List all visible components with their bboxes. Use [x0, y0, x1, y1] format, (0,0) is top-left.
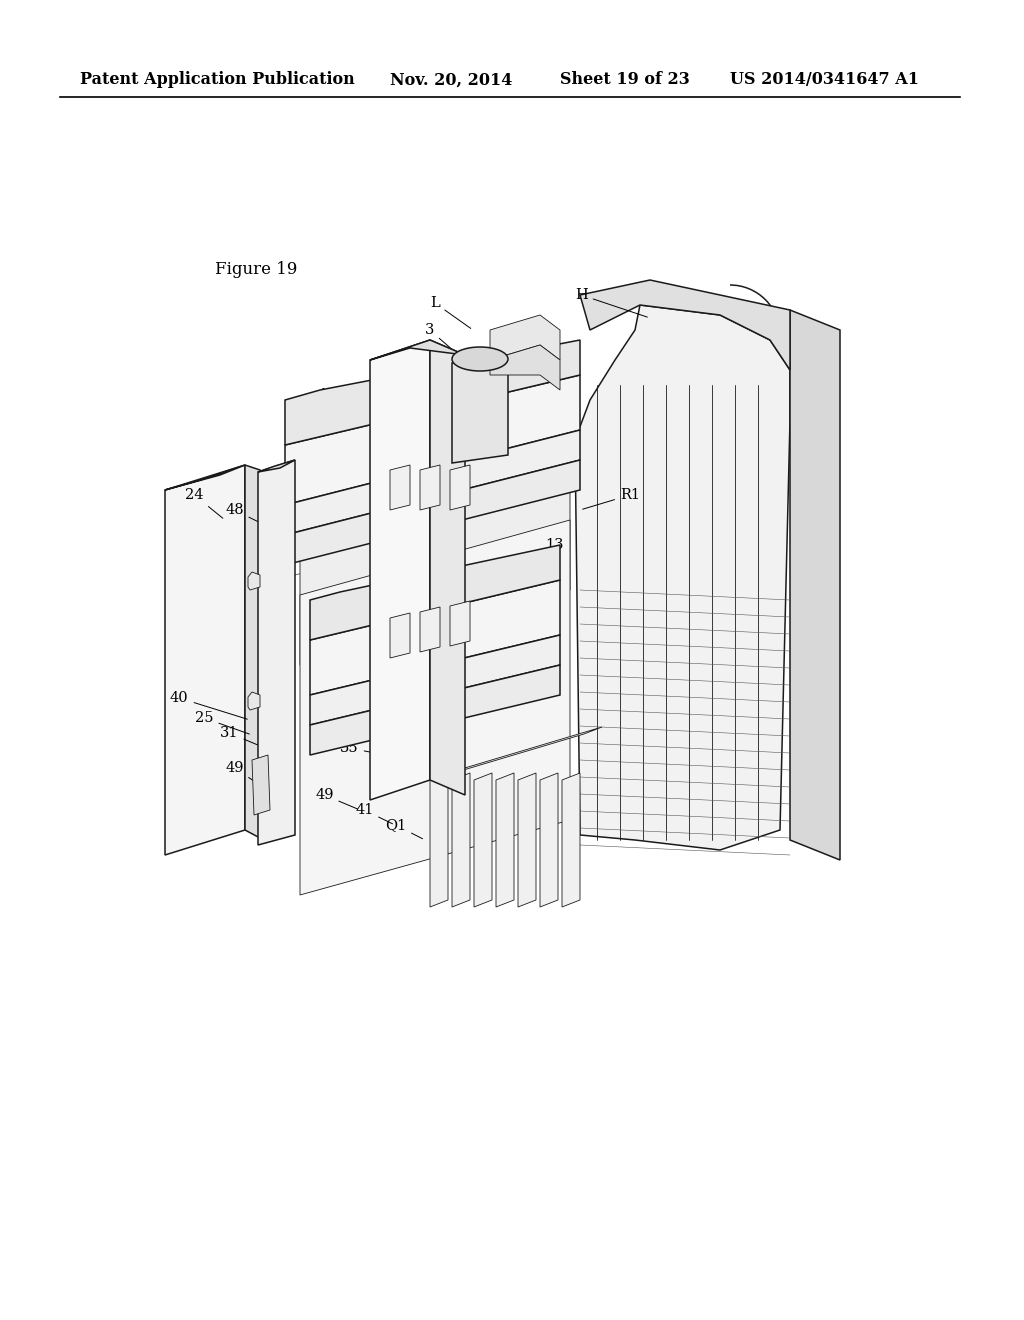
- Ellipse shape: [452, 347, 508, 371]
- Polygon shape: [165, 465, 245, 855]
- Polygon shape: [390, 465, 410, 510]
- Polygon shape: [245, 465, 260, 838]
- Text: 13: 13: [532, 539, 563, 564]
- Text: 31: 31: [220, 726, 262, 747]
- Polygon shape: [450, 465, 470, 510]
- Polygon shape: [518, 774, 536, 907]
- Polygon shape: [370, 341, 465, 360]
- Polygon shape: [430, 774, 449, 907]
- Polygon shape: [580, 280, 790, 370]
- Text: 3: 3: [425, 323, 468, 363]
- Text: 32: 32: [355, 721, 397, 741]
- Polygon shape: [310, 545, 560, 640]
- Polygon shape: [490, 315, 560, 360]
- Text: 35: 35: [340, 741, 382, 755]
- Text: Q: Q: [295, 411, 357, 454]
- Polygon shape: [390, 612, 410, 657]
- Text: R1: R1: [583, 488, 640, 510]
- Polygon shape: [248, 572, 260, 590]
- Text: 40: 40: [170, 690, 248, 719]
- Text: L: L: [430, 296, 471, 329]
- Polygon shape: [430, 341, 465, 795]
- Polygon shape: [790, 310, 840, 861]
- Polygon shape: [165, 465, 245, 490]
- Text: Sheet 19 of 23: Sheet 19 of 23: [560, 71, 690, 88]
- Polygon shape: [562, 774, 580, 907]
- Text: Q1: Q1: [385, 818, 423, 838]
- Text: 2: 2: [415, 348, 446, 388]
- Polygon shape: [285, 430, 580, 535]
- Polygon shape: [300, 520, 570, 895]
- Polygon shape: [248, 692, 260, 710]
- Text: 41: 41: [355, 803, 392, 824]
- Polygon shape: [310, 665, 560, 755]
- Text: Figure 19: Figure 19: [215, 261, 297, 279]
- Polygon shape: [285, 459, 580, 565]
- Polygon shape: [452, 774, 470, 907]
- Polygon shape: [540, 774, 558, 907]
- Polygon shape: [450, 601, 470, 645]
- Text: 25: 25: [195, 711, 250, 734]
- Text: H: H: [575, 288, 647, 317]
- Polygon shape: [310, 579, 560, 696]
- Text: 48: 48: [225, 503, 272, 529]
- Text: 48: 48: [328, 422, 388, 463]
- Polygon shape: [258, 459, 295, 845]
- Text: Patent Application Publication: Patent Application Publication: [80, 71, 354, 88]
- Text: 34: 34: [330, 713, 373, 734]
- Polygon shape: [420, 465, 440, 510]
- Text: US 2014/0341647 A1: US 2014/0341647 A1: [730, 71, 919, 88]
- Polygon shape: [285, 341, 580, 445]
- Text: 13: 13: [318, 388, 383, 433]
- Polygon shape: [420, 607, 440, 652]
- Text: 49: 49: [225, 762, 258, 784]
- Polygon shape: [430, 727, 602, 780]
- Polygon shape: [474, 774, 492, 907]
- Polygon shape: [252, 755, 270, 814]
- Text: 49: 49: [315, 788, 357, 809]
- Polygon shape: [370, 341, 430, 800]
- Text: R: R: [380, 368, 423, 404]
- Polygon shape: [258, 459, 295, 473]
- Polygon shape: [452, 355, 508, 463]
- Polygon shape: [310, 635, 560, 725]
- Polygon shape: [285, 375, 580, 506]
- Polygon shape: [496, 774, 514, 907]
- Text: 24: 24: [185, 488, 223, 519]
- Polygon shape: [575, 305, 790, 850]
- Polygon shape: [300, 370, 570, 665]
- Text: Nov. 20, 2014: Nov. 20, 2014: [390, 71, 512, 88]
- Polygon shape: [490, 345, 560, 389]
